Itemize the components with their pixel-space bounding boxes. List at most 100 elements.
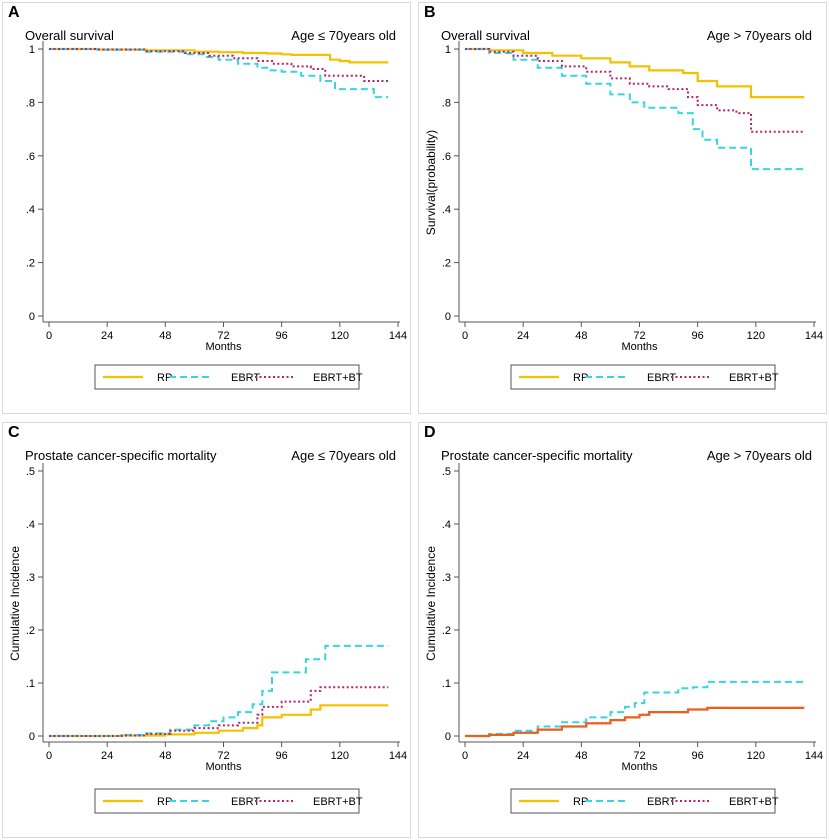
chart-b: Overall survival Age > 70years old 0 .2 .4 .6…: [424, 28, 823, 390]
legend-label-rp: RP: [157, 796, 172, 808]
legend-label-ebrt: EBRT: [647, 796, 676, 808]
panel-a: Overall survival Age ≤ 70years old 0 .2 .4 .6…: [2, 2, 411, 414]
chart-title: Overall survival: [25, 28, 114, 43]
legend-label-rp: RP: [157, 372, 172, 384]
series-line-rp: [49, 704, 389, 738]
x-tick-label: 120: [331, 750, 349, 762]
x-axis-label: Months: [205, 341, 242, 353]
legend: RP EBRT EBRT+BT: [510, 364, 779, 390]
x-tick-label: 0: [462, 750, 468, 762]
plot-group: Prostate cancer-specific mortality Age ≤ …: [8, 448, 407, 814]
x-tick-label: 96: [276, 750, 288, 762]
series-line-ebrt: [465, 680, 805, 737]
series-line-rp_d: [465, 706, 805, 738]
panel-c: Prostate cancer-specific mortality Age ≤ …: [2, 422, 411, 838]
y-tick-label: .4: [442, 519, 451, 531]
legend-box: [94, 364, 360, 390]
plot-group: Prostate cancer-specific mortality Age > …: [424, 448, 823, 814]
series-line-ebrt-bt: [465, 48, 805, 133]
x-tick-label: 72: [633, 750, 645, 762]
panel-d: Prostate cancer-specific mortality Age > …: [418, 422, 827, 838]
y-tick-label: 1: [445, 44, 451, 56]
legend-label-ebrt-bt: EBRT+BT: [313, 372, 363, 384]
y-tick-label: 0: [29, 731, 35, 743]
panel-label-b: B: [424, 4, 436, 21]
x-tick-label: 72: [633, 330, 645, 342]
y-tick-label: .4: [442, 204, 451, 216]
y-tick-label: .3: [442, 572, 451, 584]
x-tick-label: 0: [46, 750, 52, 762]
chart-subtitle: Age > 70years old: [707, 28, 812, 43]
x-tick-label: 144: [805, 750, 823, 762]
y-tick-label: 0: [29, 311, 35, 323]
legend-label-rp: RP: [573, 372, 588, 384]
y-tick-label: 1: [29, 44, 35, 56]
legend-label-ebrt: EBRT: [647, 372, 676, 384]
x-tick-label: 96: [692, 330, 704, 342]
legend-label-ebrt: EBRT: [231, 372, 260, 384]
x-tick-label: 48: [159, 330, 171, 342]
x-tick-label: 96: [276, 330, 288, 342]
x-tick-label: 144: [805, 330, 823, 342]
series-line-ebrt-bt: [49, 686, 389, 737]
y-tick-label: .2: [26, 625, 35, 637]
series-line-ebrt-bt: [49, 48, 389, 82]
y-axis-label: Survival(probability): [424, 130, 438, 235]
legend-label-ebrt-bt: EBRT+BT: [729, 372, 779, 384]
y-tick-label: .6: [442, 151, 451, 163]
plot-group: Overall survival Age ≤ 70years old 0 .2 .4 .6…: [25, 28, 407, 390]
legend: RP EBRT EBRT+BT: [94, 788, 363, 814]
y-tick-label: .5: [26, 466, 35, 478]
x-tick-label: 0: [46, 330, 52, 342]
y-tick-label: .1: [442, 678, 451, 690]
legend-label-ebrt: EBRT: [231, 796, 260, 808]
plot-group: Overall survival Age > 70years old 0 .2 .4 .6…: [424, 28, 823, 390]
x-tick-label: 48: [575, 750, 587, 762]
chart-subtitle: Age > 70years old: [707, 448, 812, 463]
x-tick-label: 0: [462, 330, 468, 342]
y-tick-label: .5: [442, 466, 451, 478]
panel-label-d: D: [424, 424, 436, 441]
y-tick-label: 0: [445, 731, 451, 743]
panel-label-c: C: [8, 424, 20, 441]
x-tick-label: 96: [692, 750, 704, 762]
x-tick-label: 72: [217, 750, 229, 762]
series-line-rp: [49, 47, 389, 64]
series-line-ebrt: [49, 48, 389, 99]
y-tick-label: .1: [26, 678, 35, 690]
x-axis-label: Months: [621, 341, 658, 353]
x-tick-label: 144: [389, 330, 407, 342]
x-tick-label: 24: [101, 330, 113, 342]
y-tick-label: .2: [442, 625, 451, 637]
chart-subtitle: Age ≤ 70years old: [291, 448, 396, 463]
x-tick-label: 24: [517, 750, 529, 762]
chart-title: Prostate cancer-specific mortality: [441, 448, 633, 463]
y-tick-label: .2: [26, 258, 35, 270]
y-axis-label: Cumulative Incidence: [424, 546, 438, 661]
chart-title: Prostate cancer-specific mortality: [25, 448, 217, 463]
x-tick-label: 72: [217, 330, 229, 342]
legend-label-rp: RP: [573, 796, 588, 808]
y-tick-label: .4: [26, 519, 35, 531]
y-tick-label: .8: [442, 97, 451, 109]
y-tick-label: .4: [26, 204, 35, 216]
x-tick-label: 48: [159, 750, 171, 762]
x-axis-label: Months: [621, 761, 658, 773]
x-tick-label: 144: [389, 750, 407, 762]
y-tick-label: .2: [442, 258, 451, 270]
legend: RP EBRT EBRT+BT: [94, 364, 363, 390]
chart-subtitle: Age ≤ 70years old: [291, 28, 396, 43]
y-tick-label: .8: [26, 97, 35, 109]
legend: RP EBRT EBRT+BT: [510, 788, 779, 814]
x-tick-label: 120: [747, 330, 765, 342]
legend-label-ebrt-bt: EBRT+BT: [729, 796, 779, 808]
series-line-ebrt: [49, 644, 389, 737]
y-tick-label: .3: [26, 572, 35, 584]
x-axis-label: Months: [205, 761, 242, 773]
x-tick-label: 24: [101, 750, 113, 762]
series-line-rp: [465, 47, 805, 99]
panel-label-a: A: [8, 4, 20, 21]
x-tick-label: 24: [517, 330, 529, 342]
chart-c: Prostate cancer-specific mortality Age ≤ …: [8, 448, 407, 814]
panel-b: Overall survival Age > 70years old 0 .2 .4 .6…: [418, 2, 827, 414]
